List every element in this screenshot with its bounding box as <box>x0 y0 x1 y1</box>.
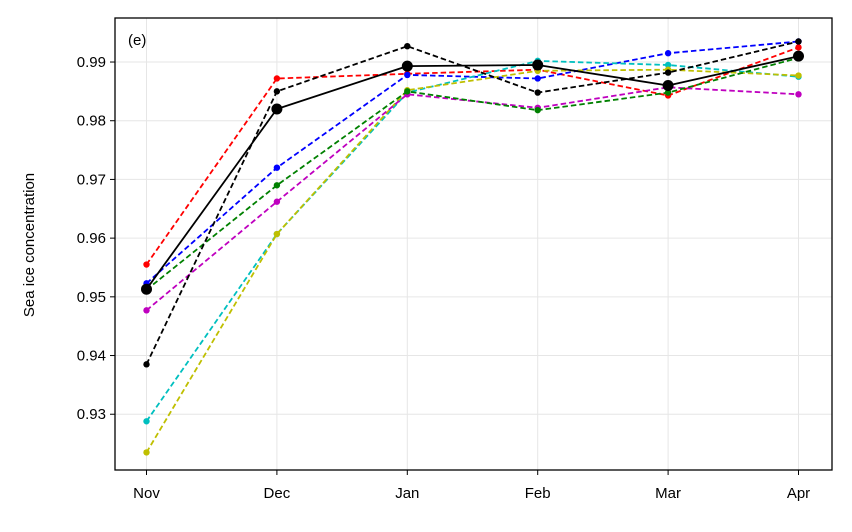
data-point <box>534 89 541 96</box>
series-line <box>145 55 799 290</box>
series-6 <box>143 54 802 293</box>
series-line <box>145 46 799 266</box>
data-point <box>662 80 674 92</box>
data-point <box>273 164 281 171</box>
data-point <box>404 42 411 50</box>
data-point <box>664 61 672 69</box>
data-point <box>141 283 152 295</box>
series-line <box>145 68 799 453</box>
data-point <box>534 106 541 114</box>
data-point <box>273 88 281 95</box>
x-tick-label: Apr <box>787 485 810 502</box>
data-point <box>793 50 804 62</box>
data-point <box>795 44 802 51</box>
data-point <box>273 230 281 238</box>
data-point <box>143 449 150 456</box>
data-point <box>273 198 281 205</box>
series-line <box>145 40 799 365</box>
series-line <box>145 57 799 291</box>
series-group <box>141 38 804 456</box>
data-point <box>143 307 150 314</box>
y-tick-label: 0.97 <box>77 171 106 188</box>
data-point <box>143 261 150 268</box>
x-tick-label: Dec <box>264 485 291 502</box>
axis-ticks: Nov Dec Jan Feb Mar Apr 0.93 0.94 0.95 0.96 0.97 0.… <box>77 54 810 502</box>
data-point <box>404 88 411 95</box>
grid <box>115 18 832 470</box>
data-point <box>271 103 283 115</box>
y-axis-label: Sea ice concentration <box>21 173 38 317</box>
y-tick-label: 0.99 <box>77 54 106 71</box>
data-point <box>795 91 802 98</box>
data-point <box>664 89 672 96</box>
y-tick-label: 0.96 <box>77 230 106 247</box>
data-point <box>534 75 541 82</box>
data-point <box>795 38 802 45</box>
y-tick-label: 0.95 <box>77 289 106 306</box>
data-point <box>664 69 672 76</box>
data-point <box>401 60 413 72</box>
data-point <box>143 361 150 368</box>
data-point <box>532 59 544 71</box>
y-tick-label: 0.94 <box>77 348 106 365</box>
plot-frame <box>114 17 833 471</box>
data-point <box>404 71 411 79</box>
y-tick-label: 0.98 <box>77 113 106 130</box>
x-tick-label: Nov <box>133 485 160 502</box>
data-point <box>273 182 281 189</box>
series-3 <box>143 57 802 425</box>
data-point <box>795 72 802 79</box>
series-7 <box>143 38 802 368</box>
data-point <box>273 75 281 82</box>
series-8 <box>141 50 804 295</box>
x-tick-label: Jan <box>395 485 419 502</box>
series-4 <box>143 66 802 456</box>
y-tick-label: 0.93 <box>77 406 106 423</box>
data-point <box>143 418 150 425</box>
data-point <box>664 50 672 57</box>
panel-label: (e) <box>128 32 146 49</box>
x-tick-label: Feb <box>525 485 551 502</box>
series-line <box>145 60 799 422</box>
x-tick-label: Mar <box>655 485 681 502</box>
